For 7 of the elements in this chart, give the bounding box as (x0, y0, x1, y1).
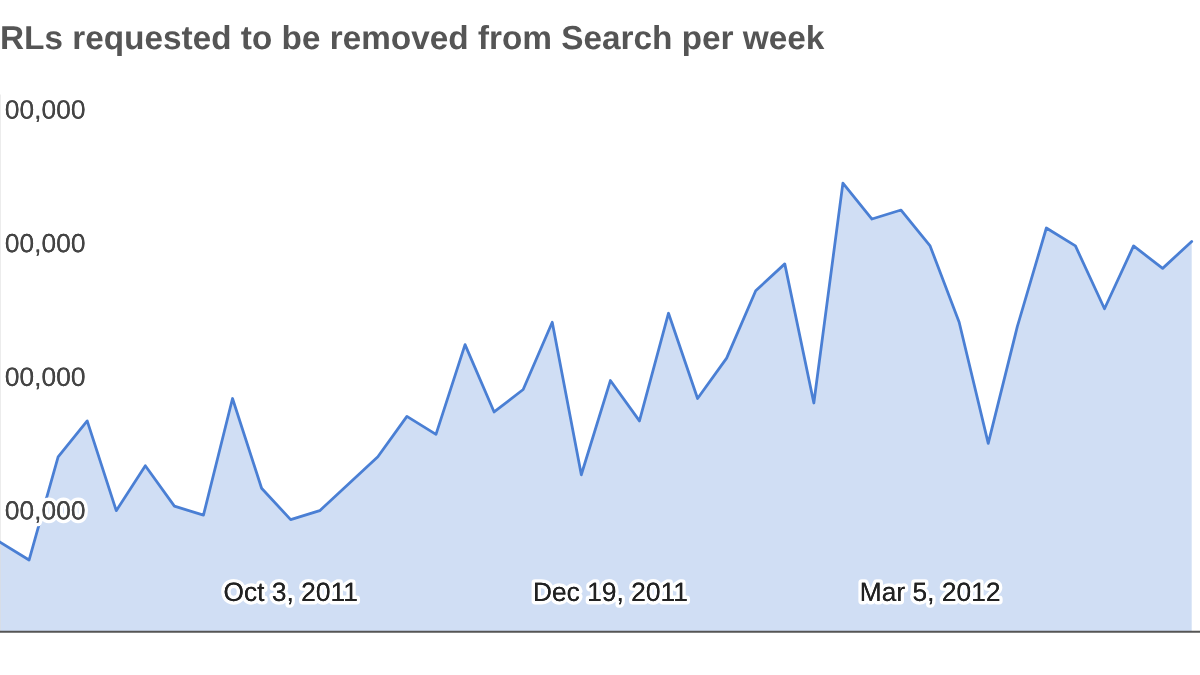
x-tick-label: Oct 3, 2011 (224, 582, 357, 605)
annotation: 00,000 (5, 367, 85, 390)
chart-title: RLs requested to be removed from Search per week (2, 24, 825, 57)
x-tick-label: Dec 19, 2011 (535, 582, 687, 605)
annotation: 00,000 (5, 233, 85, 256)
text: 00,000 (5, 100, 85, 123)
x-tick-label: Mar 5, 2012 (861, 582, 1000, 605)
